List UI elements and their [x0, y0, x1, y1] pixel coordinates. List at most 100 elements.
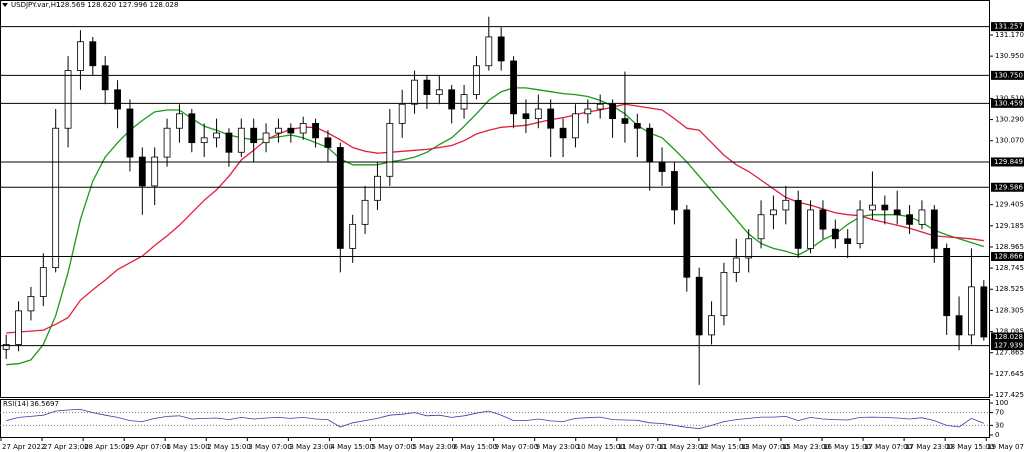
x-tick-label: 3 May 07:00: [248, 443, 292, 451]
candle-body: [757, 214, 765, 240]
y-tick-label: 30: [995, 421, 1004, 429]
candle-body: [374, 175, 381, 201]
level-label: 130.459: [994, 99, 1023, 107]
candle-body: [534, 108, 542, 120]
level-box: [991, 70, 1024, 80]
level-label: 127.939: [994, 342, 1023, 350]
candle-body: [918, 209, 926, 225]
y-tick-label: 128.525: [995, 285, 1024, 293]
candle-body: [856, 209, 864, 244]
candle-body: [287, 127, 295, 134]
candle-body: [794, 199, 802, 249]
candle-body: [312, 123, 319, 139]
candle-body: [299, 123, 307, 134]
y-tick-label: 130.950: [995, 52, 1024, 60]
y-tick-label: 127.425: [995, 391, 1024, 399]
rsi-title: RSI(14): [3, 400, 29, 408]
level-box: [991, 182, 1024, 192]
level-label: 128.866: [994, 252, 1023, 260]
level-label: 131.257: [994, 23, 1023, 31]
x-tick-label: 11 May 07:00: [618, 443, 666, 451]
price-label: 128.028: [994, 333, 1023, 341]
x-tick-label: 2 May 15:00: [207, 443, 251, 451]
y-tick-label: 130.510: [995, 94, 1024, 102]
level-box: [991, 251, 1024, 261]
candle-body: [980, 286, 988, 338]
candle-body: [943, 247, 951, 317]
candle-body: [584, 108, 592, 115]
candle-body: [423, 79, 431, 95]
y-tick-label: 130.290: [995, 116, 1024, 124]
candle-body: [448, 89, 456, 110]
symbol-title: USDJPY.var,H1: [11, 1, 60, 9]
candle-body: [633, 123, 641, 129]
rsi-value: 36.5697: [30, 400, 59, 408]
level-box: [991, 341, 1024, 351]
candle-body: [114, 89, 121, 110]
x-tick-label: 1 May 15:00: [166, 443, 210, 451]
candle-body: [559, 127, 567, 139]
rsi-panel: [0, 399, 990, 438]
candle-body: [732, 257, 740, 273]
x-tick-label: 10 May 15:00: [577, 443, 625, 451]
level-box: [991, 157, 1024, 167]
candle-body: [176, 113, 183, 129]
candle-body: [522, 113, 530, 120]
candle-body: [101, 65, 109, 91]
candle-body: [844, 238, 852, 244]
candle-body: [15, 310, 22, 345]
level-box: [991, 98, 1024, 108]
candle-body: [39, 267, 47, 297]
x-tick-label: 15 May 23:00: [782, 443, 830, 451]
candle-body: [151, 156, 159, 187]
candle-body: [213, 132, 220, 139]
candle-body: [250, 127, 258, 144]
x-tick-label: 3 May 23:00: [289, 443, 333, 451]
candle-body: [64, 70, 72, 129]
candle-body: [930, 209, 938, 249]
candle-body: [671, 171, 678, 211]
x-tick-label: 19 May 07:00: [987, 443, 1024, 451]
candle-body: [609, 103, 616, 120]
y-tick-label: 128.965: [995, 243, 1024, 251]
candle-body: [126, 108, 134, 158]
y-tick-label: 129.405: [995, 201, 1024, 209]
x-tick-label: 5 May 23:00: [413, 443, 457, 451]
x-tick-label: 28 Apr 15:00: [84, 443, 130, 451]
candle-body: [770, 209, 777, 216]
candle-body: [955, 315, 963, 336]
x-tick-label: 29 Apr 07:00: [125, 443, 171, 451]
candle-body: [510, 60, 517, 115]
x-tick-label: 12 May 15:00: [700, 443, 748, 451]
moving-average: [6, 103, 984, 334]
candle-body: [658, 161, 666, 172]
candle-body: [646, 127, 654, 163]
candle-body: [163, 127, 171, 158]
level-label: 129.586: [994, 183, 1023, 191]
candle-body: [460, 94, 468, 110]
x-tick-label: 17 May 07:00: [864, 443, 912, 451]
candle-body: [27, 296, 35, 312]
candle-body: [89, 41, 97, 67]
quote: 128.569 128.620 127.996 128.028: [56, 1, 178, 9]
y-tick-label: 130.070: [995, 137, 1024, 145]
menu-arrow[interactable]: [2, 3, 8, 7]
candle-body: [782, 199, 790, 211]
candle-body: [497, 36, 505, 62]
y-tick-label: 100: [995, 399, 1008, 407]
candle-body: [361, 199, 369, 225]
x-tick-label: 9 May 23:00: [536, 443, 580, 451]
x-tick-label: 17 May 23:00: [905, 443, 953, 451]
candle-body: [349, 223, 357, 249]
level-box: [991, 22, 1024, 32]
candle-body: [819, 209, 827, 230]
x-tick-label: 6 May 15:00: [454, 443, 498, 451]
candle-body: [683, 209, 691, 278]
x-tick-label: 11 May 23:00: [659, 443, 707, 451]
candle-body: [2, 344, 10, 350]
x-tick-label: 5 May 07:00: [371, 443, 415, 451]
candle-body: [411, 79, 418, 105]
candle-body: [200, 137, 208, 144]
x-tick-label: 9 May 07:00: [495, 443, 539, 451]
x-tick-label: 27 Apr 23:00: [43, 443, 89, 451]
